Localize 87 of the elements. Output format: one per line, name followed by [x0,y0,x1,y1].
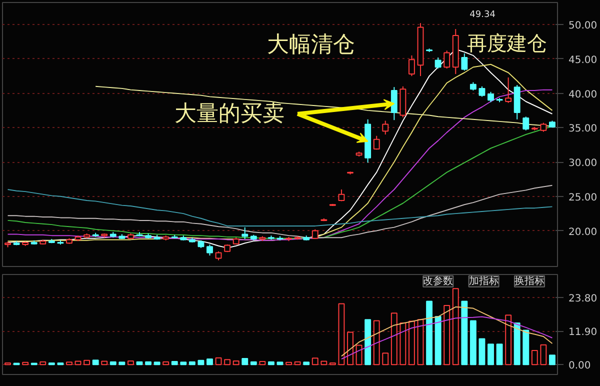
bar [198,360,204,366]
line-series [340,316,553,360]
candlestick [373,135,380,150]
bar [22,362,29,366]
bar [101,360,108,366]
bar [390,312,398,366]
y-tick-label: 23.80 [568,294,598,305]
bar [215,357,222,366]
bar [188,361,196,366]
candlestick [206,244,213,256]
bar [408,320,415,366]
candlestick [444,50,450,69]
bar [320,360,328,366]
y-tick-label: 11.90 [568,327,598,338]
bar [488,344,494,366]
annotation: 大幅清仓 [266,32,355,58]
candlestick [242,226,248,240]
y-tick-label: 40.00 [568,89,598,100]
bar [84,360,90,366]
line-series [340,306,553,357]
bar [347,332,354,366]
annotation: 加指标 [468,274,499,287]
candlestick [505,76,512,104]
bar [514,322,520,366]
bar [400,322,406,366]
candlestick [522,116,530,131]
bar [276,362,284,366]
bar [40,361,46,366]
bar [180,362,187,366]
bar [145,361,152,366]
bar [461,300,468,366]
bar [540,344,547,366]
bar [470,320,476,366]
y-tick-label: 20.00 [568,226,598,238]
bar [206,358,213,366]
y-tick-label: 50.00 [568,20,598,32]
y-tick-label: 35.00 [568,124,598,135]
bar [110,361,116,366]
bar [505,314,512,366]
bar [549,354,556,366]
bar [118,362,126,366]
candlestick [434,57,442,69]
candlestick [488,91,494,103]
bar [522,330,530,366]
bar [312,358,318,366]
bar [444,304,450,366]
bar [162,361,170,366]
bar [268,361,274,366]
bar [286,362,292,366]
bar [259,361,266,366]
bar [434,316,442,366]
annotation: 49.34 [470,10,496,20]
bar [92,360,99,366]
bar [496,344,503,366]
annotation: 改参数 [423,274,454,287]
candlestick [461,52,468,72]
bar [303,362,310,366]
line-series [7,184,553,238]
bar [154,362,160,366]
bar [382,352,389,366]
y-tick-label: 30.00 [568,158,598,169]
candlestick [382,120,389,135]
bar [127,360,134,366]
bar [478,338,486,366]
bar [294,361,301,366]
bar [338,303,345,366]
bar [232,360,240,366]
bar [224,359,231,366]
annotation: 再度建仓 [467,31,548,56]
candlestick [390,86,398,121]
bar [356,344,362,366]
bar [250,361,257,366]
bar [242,358,248,366]
bar [531,350,538,366]
candlestick [408,54,415,77]
y-tick-label: 45.00 [568,54,598,66]
annotation: 换指标 [514,274,544,287]
y-tick-label: 25.00 [568,192,598,204]
bar [171,361,178,366]
annotation: 大量的买卖 [174,101,285,126]
bar [364,319,372,366]
bar [373,320,380,366]
bar [66,362,72,366]
candlestick [478,86,486,98]
line-series [7,189,553,226]
bar [426,300,433,366]
y-tick-label: 0.00 [568,360,591,372]
